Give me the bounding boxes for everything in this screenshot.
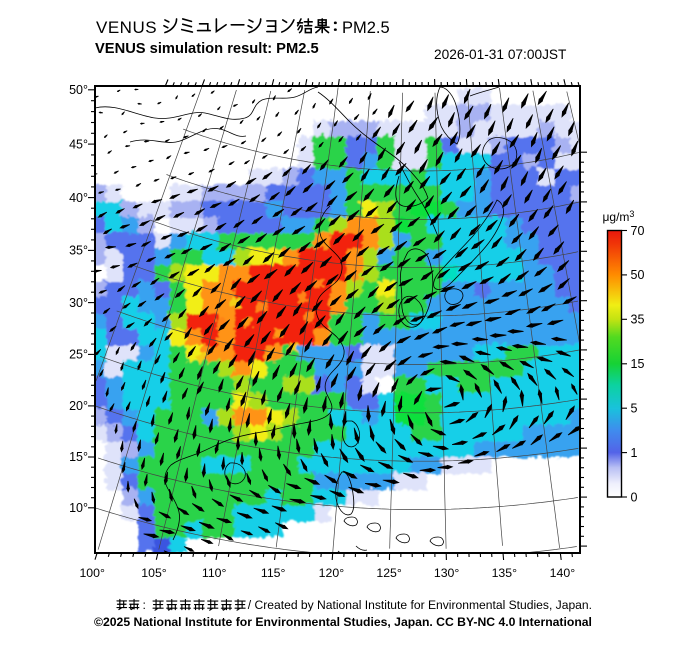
svg-text:5: 5 [631, 402, 638, 416]
svg-text:125°: 125° [376, 566, 402, 580]
svg-text:VENUS simulation result: PM2.5: VENUS simulation result: PM2.5 [95, 41, 319, 57]
svg-text:2026-01-31 07:00JST: 2026-01-31 07:00JST [434, 47, 567, 62]
svg-text:15°: 15° [69, 450, 88, 464]
svg-text:©2025 National Institute for E: ©2025 National Institute for Environment… [94, 615, 592, 629]
svg-text:10°: 10° [69, 501, 88, 515]
svg-text:45°: 45° [69, 137, 88, 151]
svg-text:1: 1 [631, 446, 638, 460]
svg-text:130°: 130° [434, 566, 460, 580]
svg-text:25°: 25° [69, 348, 88, 362]
svg-text:120°: 120° [319, 566, 345, 580]
svg-text:VENUS: VENUS [96, 18, 157, 37]
svg-text:50: 50 [631, 268, 645, 282]
svg-text:35°: 35° [69, 244, 88, 258]
svg-text:15: 15 [631, 357, 645, 371]
svg-text:PM2.5: PM2.5 [342, 19, 390, 37]
svg-text:35: 35 [631, 313, 645, 327]
svg-text:20°: 20° [69, 399, 88, 413]
svg-text:70: 70 [631, 224, 645, 238]
svg-text::: : [143, 598, 146, 612]
svg-text:135°: 135° [492, 566, 518, 580]
svg-text:110°: 110° [202, 566, 227, 580]
svg-text:115°: 115° [261, 566, 286, 580]
svg-text:μg/m3: μg/m3 [603, 209, 635, 224]
svg-text:50°: 50° [69, 83, 88, 97]
svg-text:/ Created by National Institut: / Created by National Institute for Envi… [248, 598, 592, 612]
svg-text:105°: 105° [141, 566, 167, 580]
svg-text:100°: 100° [79, 566, 105, 580]
svg-text:140°: 140° [550, 566, 576, 580]
svg-text:30°: 30° [69, 296, 88, 310]
svg-text:0: 0 [631, 490, 638, 504]
svg-text:40°: 40° [69, 191, 88, 205]
